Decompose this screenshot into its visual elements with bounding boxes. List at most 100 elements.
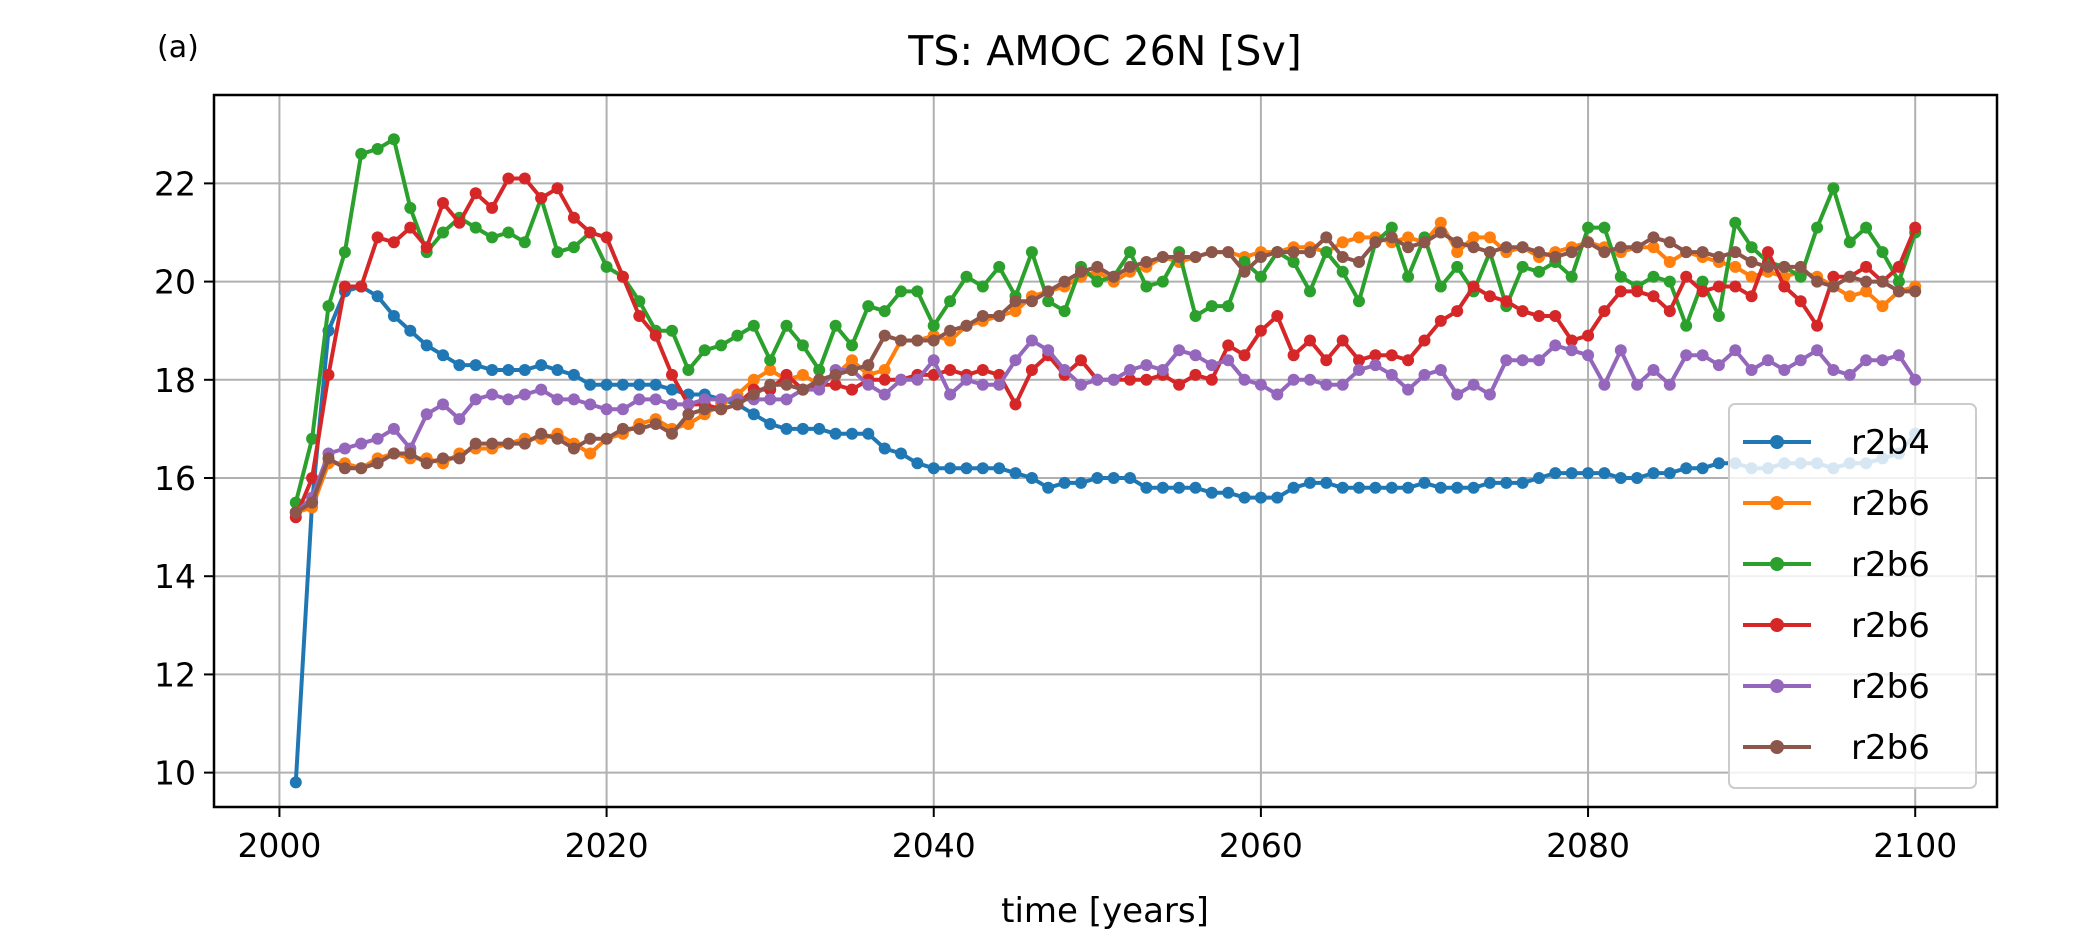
data-point: [1385, 221, 1398, 234]
data-point: [1680, 270, 1693, 283]
data-point: [813, 364, 826, 376]
data-point: [1222, 246, 1235, 259]
data-point: [1500, 295, 1513, 308]
data-point: [371, 143, 384, 155]
data-point: [1876, 246, 1889, 259]
data-point: [829, 427, 842, 440]
data-point: [1304, 476, 1316, 489]
data-point: [1238, 491, 1251, 504]
data-point: [1451, 246, 1464, 259]
data-point: [306, 432, 319, 445]
data-point: [535, 383, 548, 396]
data-point: [551, 393, 564, 406]
data-point: [387, 447, 400, 460]
data-point: [1696, 275, 1709, 288]
data-point: [1909, 221, 1922, 234]
data-point: [502, 364, 515, 376]
data-point: [387, 133, 400, 146]
data-point: [1533, 354, 1545, 367]
data-point: [371, 290, 384, 303]
data-point: [649, 393, 662, 406]
data-point: [1205, 300, 1218, 313]
data-point: [1483, 476, 1496, 489]
data-point: [1696, 285, 1709, 298]
data-point: [1516, 305, 1529, 318]
data-point: [1876, 275, 1889, 288]
data-point: [1516, 476, 1529, 489]
legend-entry: r2b6: [1743, 606, 1930, 646]
data-point: [322, 368, 335, 381]
data-point: [1483, 388, 1496, 401]
data-point: [1156, 275, 1169, 288]
x-tick-label: 2040: [892, 826, 976, 865]
data-point: [1598, 305, 1611, 318]
data-point: [437, 398, 449, 411]
data-point: [486, 231, 499, 244]
data-point: [1663, 275, 1676, 288]
data-point: [829, 368, 842, 381]
data-point: [1140, 256, 1153, 268]
data-point: [551, 246, 564, 259]
data-point: [927, 354, 940, 367]
legend-swatch-marker: [1770, 740, 1784, 754]
data-point: [1385, 349, 1398, 362]
data-point: [1712, 251, 1725, 263]
data-point: [1762, 246, 1774, 259]
data-point: [944, 295, 957, 308]
data-point: [1892, 260, 1905, 273]
data-point: [1451, 236, 1464, 249]
data-point: [1598, 221, 1611, 234]
legend-entry: r2b6: [1743, 667, 1930, 707]
legend-swatch-marker: [1770, 435, 1784, 449]
data-point: [453, 452, 466, 465]
data-point: [1173, 378, 1186, 391]
data-point: [1434, 226, 1447, 239]
legend-label: r2b6: [1851, 545, 1930, 585]
data-point: [1304, 246, 1316, 259]
data-point: [437, 349, 449, 362]
data-point: [895, 373, 907, 386]
data-point: [666, 398, 678, 411]
data-point: [878, 364, 891, 376]
data-point: [846, 339, 858, 352]
data-point: [846, 427, 858, 440]
data-point: [1794, 354, 1807, 367]
data-point: [960, 270, 973, 283]
data-point: [1745, 270, 1758, 283]
data-point: [1892, 285, 1905, 298]
data-point: [1843, 290, 1856, 303]
data-point: [1107, 373, 1120, 386]
data-point: [731, 398, 744, 411]
data-point: [1533, 246, 1545, 259]
data-point: [1140, 280, 1153, 293]
data-point: [616, 378, 629, 391]
data-point: [1156, 364, 1169, 376]
data-point: [1025, 364, 1038, 376]
y-tick-label: 20: [154, 263, 196, 302]
data-point: [1876, 354, 1889, 367]
data-point: [289, 776, 302, 789]
data-point: [1222, 354, 1235, 367]
legend-label: r2b6: [1851, 728, 1930, 768]
data-point: [813, 373, 826, 386]
data-point: [1663, 256, 1676, 268]
data-point: [420, 241, 433, 254]
data-point: [1811, 319, 1824, 332]
data-point: [584, 432, 597, 445]
data-point: [1631, 472, 1644, 484]
data-point: [551, 432, 564, 445]
data-point: [1909, 373, 1922, 386]
data-point: [371, 231, 384, 244]
data-point: [649, 378, 662, 391]
data-point: [1385, 231, 1398, 244]
data-point: [895, 334, 907, 347]
x-tick-label: 2100: [1873, 826, 1957, 865]
data-point: [1860, 221, 1873, 234]
data-point: [666, 383, 678, 396]
data-point: [1909, 285, 1922, 298]
data-point: [1205, 373, 1218, 386]
data-point: [1794, 260, 1807, 273]
data-point: [1565, 270, 1578, 283]
data-point: [1434, 314, 1447, 327]
data-point: [1369, 349, 1382, 362]
